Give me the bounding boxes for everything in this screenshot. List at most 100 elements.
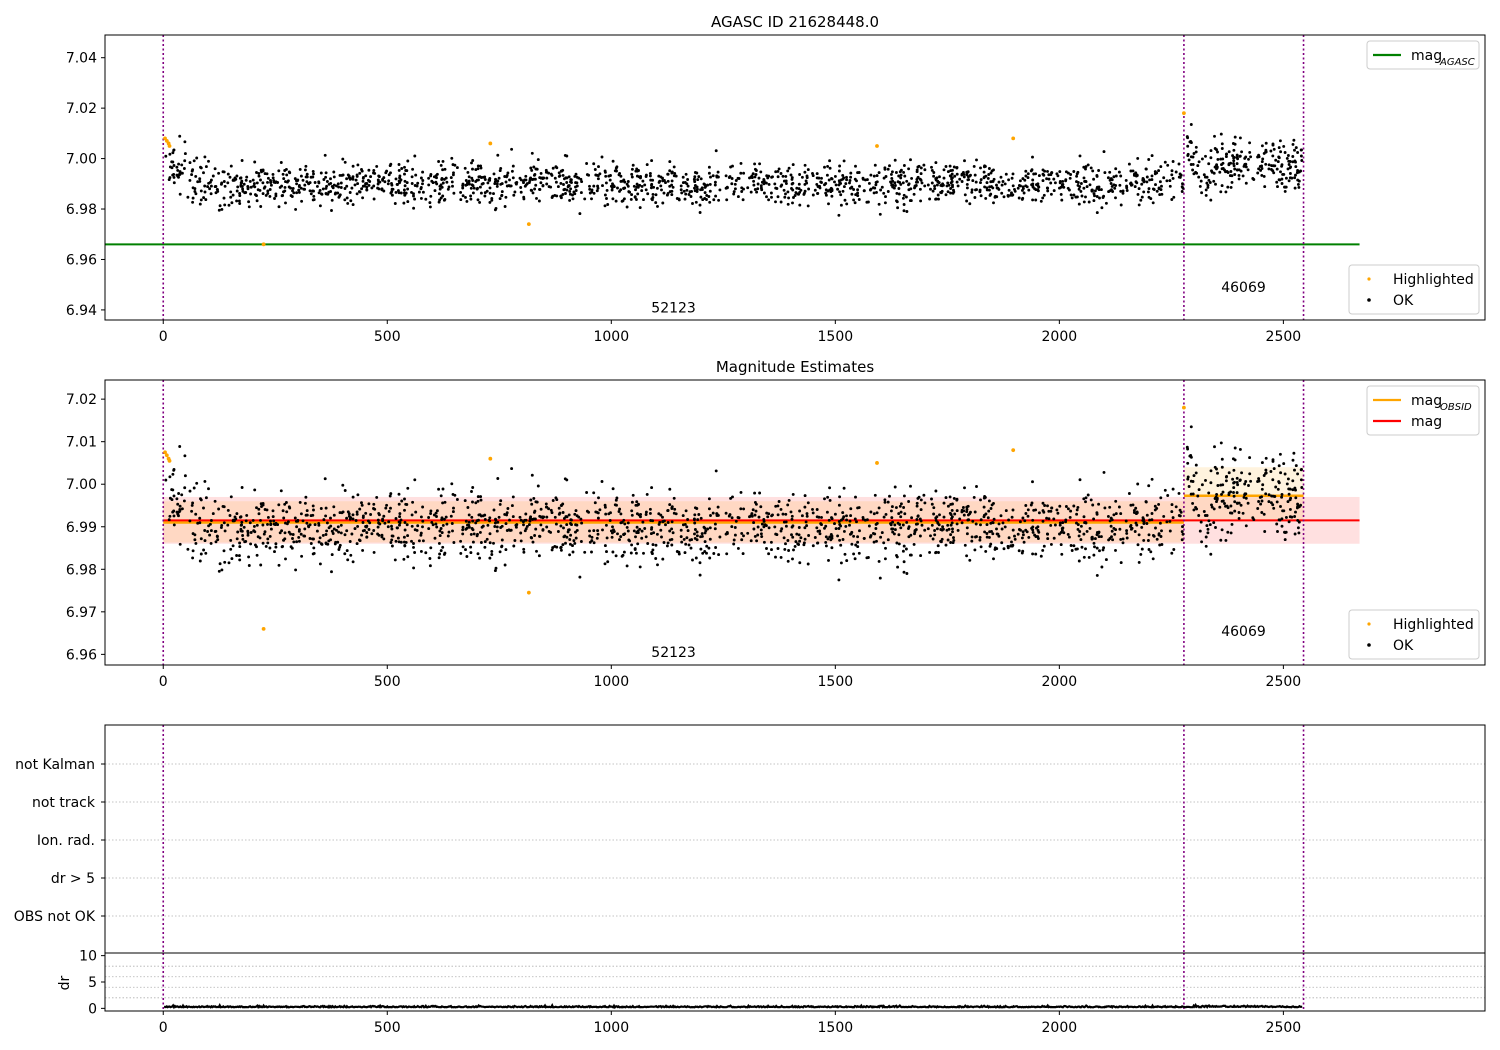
ok-point (367, 502, 371, 506)
ok-point (304, 513, 308, 517)
ok-point (318, 562, 322, 566)
ok-point (419, 531, 423, 535)
ok-point (345, 196, 349, 200)
ok-point (178, 542, 182, 546)
ok-point (765, 195, 768, 199)
ok-point (437, 160, 441, 163)
ok-point (360, 533, 364, 537)
ok-point (1220, 465, 1224, 469)
ok-point (1248, 141, 1252, 145)
ok-point (554, 180, 558, 184)
ok-point (1121, 189, 1125, 193)
ok-point (875, 180, 879, 184)
ok-point (654, 201, 658, 205)
ok-point (684, 509, 688, 513)
ok-point (960, 180, 964, 183)
ok-point (948, 164, 952, 168)
ok-point (467, 175, 471, 179)
ok-point (238, 191, 242, 195)
ok-point (841, 173, 845, 177)
ok-point (1210, 505, 1214, 509)
ok-point (668, 184, 672, 188)
ok-point (554, 165, 558, 169)
ok-point (1125, 531, 1129, 535)
ok-point (922, 163, 926, 167)
ok-point (475, 519, 479, 523)
ok-point (1024, 174, 1028, 178)
ok-point (507, 528, 511, 532)
ok-point (343, 489, 347, 492)
ok-point (633, 195, 637, 199)
ok-point (1165, 520, 1169, 524)
ok-point (639, 176, 642, 180)
ok-point (570, 181, 573, 184)
ok-point (742, 187, 745, 191)
ok-point (365, 188, 369, 192)
ok-point (626, 529, 630, 533)
ok-point (522, 181, 525, 185)
ok-point (904, 547, 908, 551)
ok-point (569, 187, 573, 191)
ok-point (854, 193, 858, 197)
ok-point (1024, 528, 1028, 532)
ok-point (1172, 195, 1176, 199)
ok-point (1204, 188, 1208, 192)
ok-point (266, 189, 270, 193)
ok-point (477, 513, 481, 517)
ok-point (655, 186, 659, 190)
ok-point (631, 163, 635, 167)
ok-point (237, 199, 241, 203)
ok-point (303, 187, 307, 191)
ok-point (1097, 169, 1101, 172)
ok-point (406, 534, 410, 538)
ok-point (1084, 167, 1087, 171)
ok-point (355, 192, 359, 196)
ok-point (557, 512, 561, 516)
ok-point (424, 551, 428, 555)
ok-point (1260, 167, 1264, 170)
ok-point (793, 194, 797, 197)
ok-point (238, 194, 242, 198)
ok-point (938, 513, 941, 517)
ok-point (272, 522, 276, 526)
ok-point (292, 540, 296, 544)
ok-point (966, 513, 970, 517)
ok-point (1200, 483, 1204, 487)
ok-point (483, 545, 487, 549)
ok-point (324, 514, 328, 518)
ok-point (351, 517, 355, 521)
ok-point (598, 508, 602, 512)
ok-point (605, 536, 609, 540)
ok-point (464, 179, 468, 182)
ok-point (1018, 179, 1022, 183)
ok-point (618, 171, 622, 175)
ok-point (740, 190, 744, 193)
ok-point (919, 498, 923, 502)
ok-point (300, 554, 304, 558)
ok-point (1150, 174, 1154, 178)
ok-point (1075, 512, 1079, 516)
ok-point (284, 501, 288, 504)
ok-point (1151, 187, 1155, 191)
ok-point (783, 195, 787, 199)
ok-point (175, 165, 179, 169)
ok-point (476, 499, 480, 503)
ok-point (1264, 456, 1268, 460)
ok-point (195, 156, 199, 160)
ok-point (695, 507, 699, 510)
ok-point (171, 151, 175, 155)
ok-point (569, 518, 573, 522)
ok-point (930, 502, 934, 506)
ok-point (991, 532, 995, 536)
ok-point (916, 165, 920, 169)
ok-point (786, 202, 790, 206)
ok-point (1092, 553, 1096, 557)
ok-point (395, 526, 399, 530)
ok-point (1219, 157, 1223, 161)
ok-point (1067, 535, 1071, 539)
ok-point (1214, 182, 1217, 186)
ok-point (1041, 196, 1045, 200)
ok-point (406, 555, 410, 559)
ok-point (932, 171, 936, 174)
ok-point (1089, 498, 1093, 502)
